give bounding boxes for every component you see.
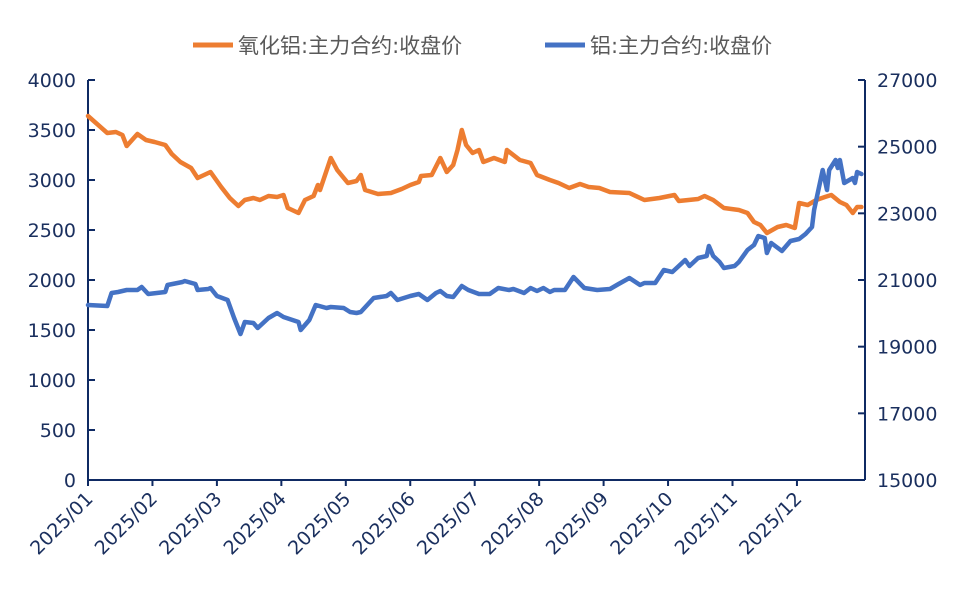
x-axis-tick-label: 2025/05	[284, 488, 355, 559]
x-axis-tick-label: 2025/06	[348, 488, 419, 559]
x-axis-tick-label: 2025/12	[735, 488, 806, 559]
left-axis-tick-label: 0	[64, 470, 76, 492]
right-axis-tick-label: 15000	[877, 470, 937, 492]
x-axis-tick-label: 2025/07	[413, 488, 484, 559]
legend: 氧化铝:主力合约:收盘价 铝:主力合约:收盘价	[193, 34, 772, 58]
x-axis-tick-label: 2025/08	[477, 488, 548, 559]
left-axis-tick-label: 3000	[28, 170, 76, 192]
x-axis-tick-label: 2025/03	[155, 488, 226, 559]
x-axis-tick-label: 2025/02	[91, 488, 162, 559]
right-axis-tick-label: 25000	[877, 137, 937, 159]
x-axis-tick-label: 2025/11	[671, 488, 742, 559]
alumina-price-line	[85, 113, 864, 236]
x-axis-tick-label: 2025/10	[606, 488, 677, 559]
legend-label-alumina: 氧化铝:主力合约:收盘价	[238, 34, 462, 58]
left-axis-tick-label: 1500	[28, 320, 76, 342]
x-axis-tick-label: 2025/04	[220, 488, 291, 559]
right-axis-tick-label: 17000	[877, 403, 937, 425]
left-axis-tick-label: 1000	[28, 370, 76, 392]
legend-label-aluminum: 铝:主力合约:收盘价	[590, 34, 772, 58]
x-axis-tick-label: 2025/01	[26, 488, 97, 559]
aluminum-price-line	[85, 157, 864, 337]
x-axis-tick-label: 2025/09	[542, 488, 613, 559]
left-axis-tick-label: 3500	[28, 120, 76, 142]
left-axis-tick-label: 2000	[28, 270, 76, 292]
left-axis-tick-label: 2500	[28, 220, 76, 242]
right-axis-tick-label: 21000	[877, 270, 937, 292]
left-axis-tick-label: 4000	[28, 70, 76, 92]
left-axis-tick-label: 500	[40, 420, 76, 442]
right-axis-tick-label: 23000	[877, 203, 937, 225]
right-axis-tick-label: 19000	[877, 337, 937, 359]
right-axis-tick-label: 27000	[877, 70, 937, 92]
